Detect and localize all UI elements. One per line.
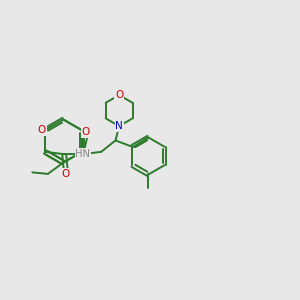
Text: O: O [61, 169, 70, 179]
Text: O: O [82, 128, 90, 137]
Text: O: O [115, 90, 123, 100]
Text: O: O [38, 125, 46, 135]
Text: N: N [115, 121, 123, 131]
Text: HN: HN [75, 149, 90, 159]
